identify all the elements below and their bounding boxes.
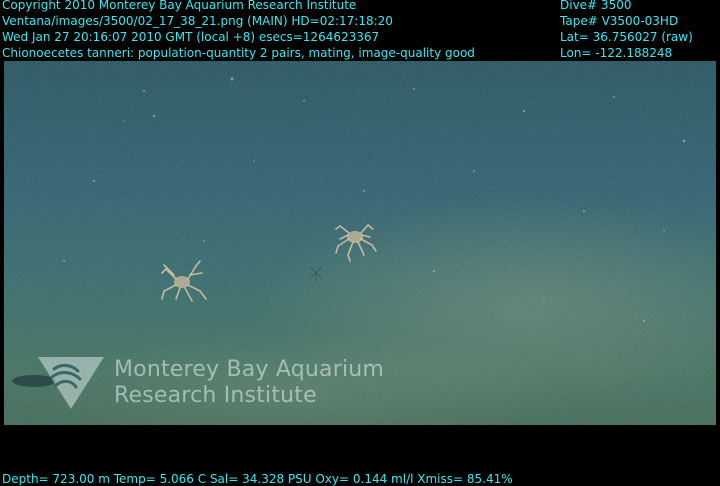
annotation-text: Chionoecetes tanneri: population-quantit…: [2, 46, 475, 60]
crab-center: [335, 223, 377, 262]
seafloor-image: Monterey Bay Aquarium Research Institute: [4, 61, 716, 425]
image-path-text: Ventana/images/3500/02_17_38_21.png (MAI…: [2, 14, 393, 28]
seafloor-texture: [4, 61, 716, 425]
mbari-logo-icon: [38, 357, 104, 409]
tape-number-text: Tape# V3500-03HD: [560, 14, 679, 28]
watermark-line1: Monterey Bay Aquarium: [114, 357, 385, 382]
timestamp-text: Wed Jan 27 20:16:07 2010 GMT (local +8) …: [2, 30, 380, 44]
small-creature: [308, 265, 324, 281]
mbari-watermark: Monterey Bay Aquarium Research Institute: [38, 357, 384, 413]
longitude-text: Lon= -122.188248: [560, 46, 673, 60]
crab-left: [161, 260, 207, 302]
latitude-text: Lat= 36.756027 (raw): [560, 30, 693, 44]
watermark-line2: Research Institute: [114, 383, 317, 408]
header-left-block: Copyright 2010 Monterey Bay Aquarium Res…: [2, 0, 475, 61]
sensor-readout: Depth= 723.00 m Temp= 5.066 C Sal= 34.32…: [2, 472, 513, 486]
copyright-text: Copyright 2010 Monterey Bay Aquarium Res…: [2, 0, 357, 12]
header-right-block: Dive# 3500 Tape# V3500-03HD Lat= 36.7560…: [560, 0, 693, 61]
dive-number-text: Dive# 3500: [560, 0, 632, 12]
